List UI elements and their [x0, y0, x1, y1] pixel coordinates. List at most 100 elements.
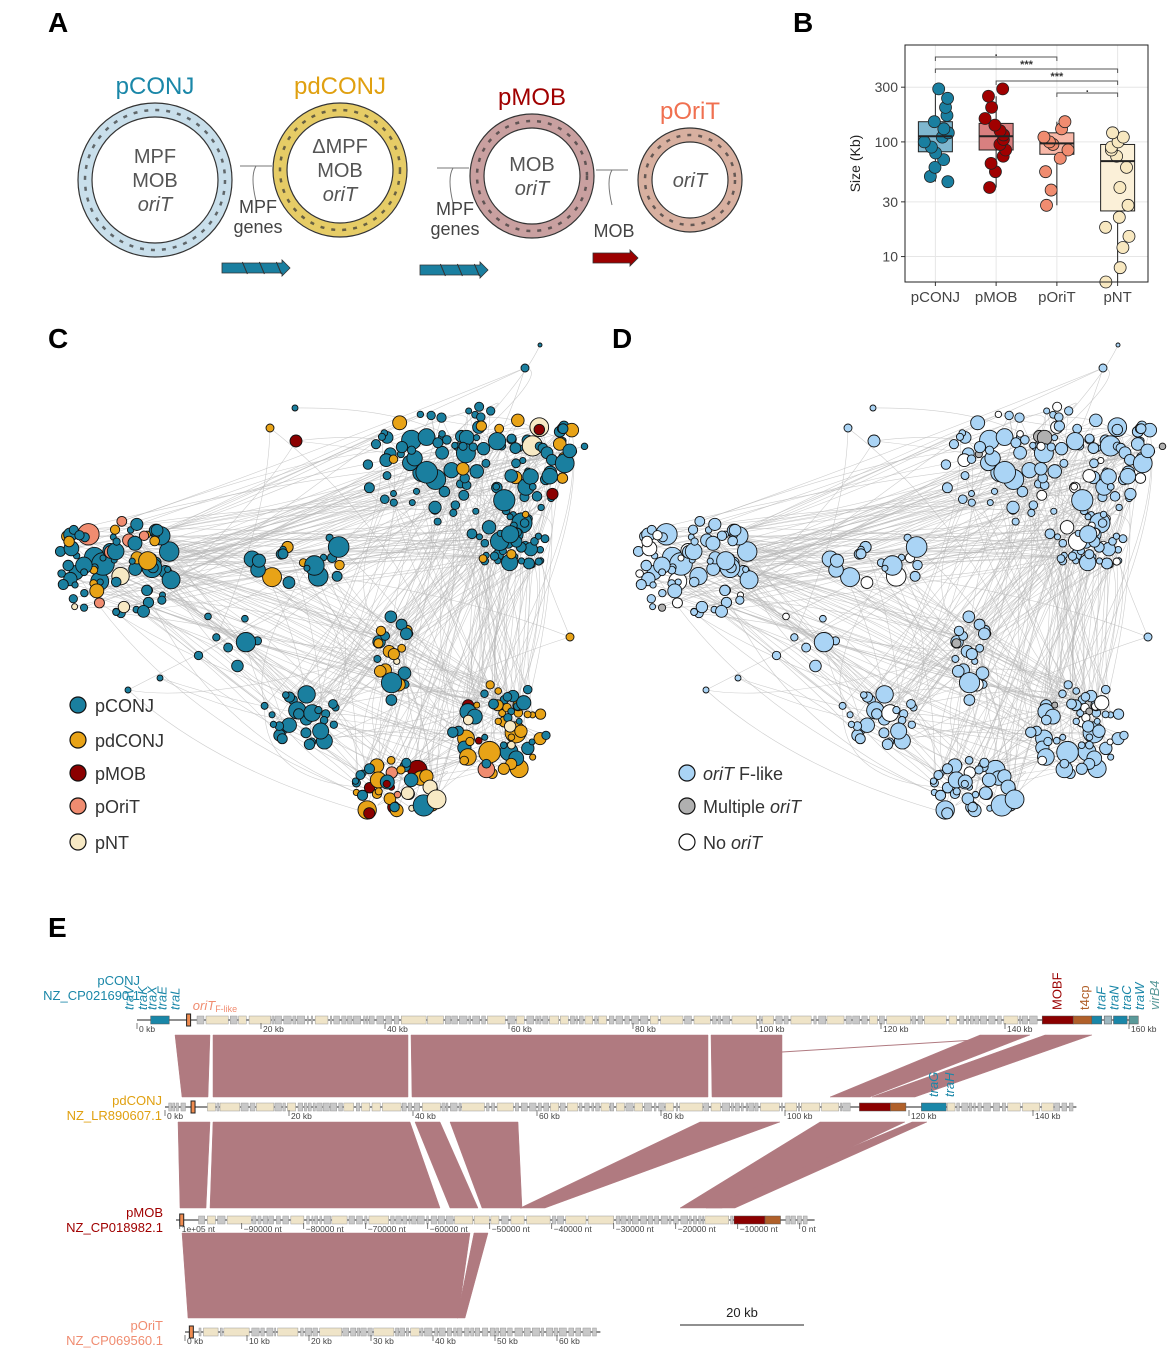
network-node	[528, 738, 536, 746]
network-edge	[1071, 430, 1153, 705]
gene	[331, 1215, 348, 1225]
gene	[300, 1327, 304, 1337]
track-accession: NZ_LR890607.1	[67, 1108, 162, 1123]
gene	[762, 1015, 774, 1025]
network-node	[447, 726, 459, 738]
significance-label: .	[995, 47, 998, 59]
network-node	[157, 595, 167, 605]
gene	[382, 1102, 402, 1112]
gene	[407, 1102, 412, 1112]
gene	[968, 1102, 973, 1112]
gene	[532, 1327, 541, 1337]
connector	[596, 169, 628, 206]
network-node	[1097, 456, 1105, 465]
gene	[385, 1015, 392, 1025]
network-node	[432, 437, 444, 449]
gene	[198, 1215, 205, 1225]
network-node	[351, 777, 360, 785]
network-edge	[701, 606, 1082, 770]
panel-label: A	[48, 7, 68, 38]
network-node	[474, 401, 485, 412]
network-node	[742, 565, 750, 573]
network-node	[964, 756, 974, 765]
network-node	[521, 741, 535, 756]
network-node	[223, 642, 234, 653]
gene	[973, 1102, 976, 1112]
gene	[514, 1327, 523, 1337]
significance-bracket	[934, 56, 1058, 61]
gene	[1041, 1102, 1054, 1112]
network-node	[475, 420, 487, 432]
network-node	[1050, 507, 1058, 515]
network-node	[276, 733, 288, 745]
synteny-ribbon	[710, 1034, 783, 1098]
gene	[473, 1215, 490, 1225]
network-node	[540, 534, 550, 544]
network-node	[1059, 758, 1070, 769]
track-name: pCONJ	[97, 973, 140, 988]
network-node	[905, 536, 928, 558]
gene	[710, 1102, 721, 1112]
network-node	[580, 442, 589, 451]
network-node	[1114, 545, 1123, 554]
gene	[501, 1215, 509, 1225]
gene-highlight	[859, 1102, 891, 1112]
synteny-ribbon	[181, 1232, 471, 1319]
network-node	[978, 786, 993, 800]
gene	[615, 1215, 621, 1225]
network-edge	[74, 536, 480, 607]
gene	[175, 1102, 179, 1112]
gene	[704, 1215, 729, 1225]
gene	[821, 1102, 840, 1112]
gene	[993, 1102, 1000, 1112]
gene	[274, 1102, 282, 1112]
network-node	[428, 500, 442, 515]
network-edge	[75, 572, 357, 793]
network-node	[968, 490, 975, 497]
network-node	[1047, 464, 1062, 479]
gene	[785, 1215, 791, 1225]
gene	[395, 1327, 399, 1337]
gene	[364, 1215, 368, 1225]
network-edge	[264, 705, 370, 788]
gene	[524, 1327, 531, 1337]
network-node	[951, 638, 962, 649]
network-edge	[941, 499, 964, 632]
gene	[983, 1102, 991, 1112]
network-node	[451, 441, 459, 450]
network-node	[506, 433, 517, 444]
network-node	[480, 689, 489, 699]
gene	[445, 1015, 451, 1025]
network-node	[387, 648, 400, 661]
network-node	[388, 454, 399, 464]
network-node	[739, 570, 759, 590]
network-edge	[867, 555, 1065, 698]
gene	[673, 1215, 679, 1225]
network-node	[265, 423, 275, 433]
gene	[634, 1102, 643, 1112]
gene-label: traK	[135, 985, 150, 1010]
network-edge	[1052, 451, 1152, 717]
network-edge	[282, 549, 357, 782]
data-point	[1121, 198, 1135, 212]
gene	[347, 1015, 353, 1025]
network-edge	[652, 536, 1058, 607]
gene	[376, 1015, 384, 1025]
gene	[680, 1215, 688, 1225]
data-point	[1122, 229, 1136, 243]
network-node	[63, 535, 75, 548]
data-point	[928, 160, 942, 174]
orit-site	[179, 1213, 185, 1227]
gene	[861, 1015, 868, 1025]
network-node	[1095, 557, 1104, 565]
network-edge	[968, 493, 1131, 617]
gene	[292, 1015, 297, 1025]
gene	[252, 1215, 257, 1225]
network-edge	[1045, 558, 1079, 706]
data-point	[1053, 151, 1067, 165]
network-node	[1112, 532, 1120, 540]
network-edge	[979, 648, 1092, 699]
x-tick-label: pOriT	[1038, 289, 1076, 306]
gene	[988, 1015, 996, 1025]
gene	[959, 1015, 965, 1025]
